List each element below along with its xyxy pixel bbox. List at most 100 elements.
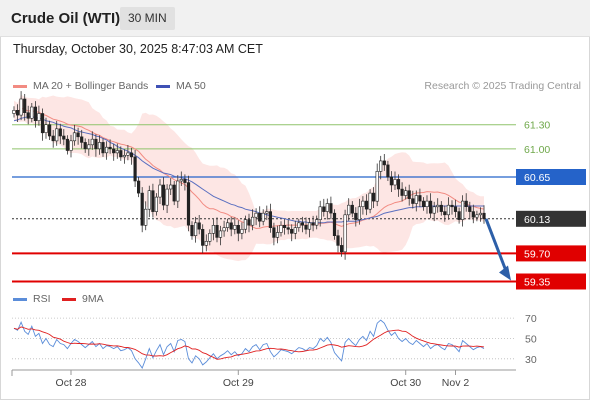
- candle: [40, 108, 45, 141]
- candle: [165, 184, 169, 213]
- candle-body: [226, 222, 230, 228]
- candle: [464, 193, 468, 212]
- candle-body: [169, 184, 173, 190]
- candle: [186, 175, 191, 232]
- candle: [69, 134, 73, 158]
- candle-body: [62, 135, 66, 140]
- candle: [311, 215, 315, 232]
- candle: [354, 207, 358, 227]
- candle: [268, 203, 273, 233]
- candle: [247, 213, 251, 233]
- candle: [243, 215, 248, 234]
- candle: [471, 204, 475, 224]
- forecast-arrow-line: [484, 218, 509, 275]
- x-tick-label: Nov 2: [442, 377, 470, 389]
- candle-body: [482, 212, 486, 220]
- candle: [411, 190, 415, 209]
- candle-body: [325, 203, 329, 212]
- candle-body: [396, 179, 401, 190]
- candle: [51, 130, 55, 148]
- candle: [265, 205, 269, 221]
- candle-body: [240, 229, 244, 234]
- candle-body: [101, 142, 105, 154]
- candle: [407, 184, 411, 206]
- candle-body: [97, 142, 102, 150]
- candle: [97, 135, 102, 155]
- candle: [176, 175, 180, 208]
- candle-body: [329, 203, 333, 214]
- candle-body: [69, 140, 73, 151]
- candle-body: [126, 152, 130, 156]
- candle-body: [94, 138, 98, 150]
- rsi-9ma-line: [13, 326, 485, 360]
- candle: [211, 219, 216, 241]
- legend-ma20-label: MA 20 + Bollinger Bands: [33, 80, 149, 92]
- candle-body: [190, 225, 194, 237]
- candle-body: [432, 206, 436, 214]
- candle-body: [183, 179, 187, 183]
- candle: [368, 189, 372, 214]
- research-credit: Research © 2025 Trading Central: [424, 80, 581, 92]
- candle: [154, 193, 159, 216]
- candle: [251, 209, 255, 231]
- candle-body: [165, 188, 169, 206]
- level-label: 59.35: [524, 277, 550, 289]
- candle-body: [108, 146, 112, 150]
- candle: [90, 131, 94, 150]
- candle: [371, 187, 376, 208]
- candle-body: [26, 112, 30, 119]
- candle: [83, 138, 87, 153]
- candle: [236, 220, 240, 242]
- candle-body: [404, 190, 408, 196]
- candle-body: [19, 98, 23, 116]
- timeframe-badge[interactable]: 30 MIN: [120, 7, 175, 30]
- candle-body: [233, 225, 237, 230]
- candle-body: [361, 200, 365, 208]
- candle-body: [115, 150, 119, 154]
- candle-body: [428, 200, 433, 214]
- candle-body: [421, 200, 426, 208]
- candle-body: [40, 113, 45, 134]
- candle-body: [161, 184, 166, 206]
- candle: [233, 217, 237, 235]
- level-support-59.70: 59.70: [12, 245, 586, 262]
- candle: [194, 216, 198, 243]
- candle-body: [236, 225, 240, 234]
- candle-body: [129, 152, 134, 158]
- candle: [432, 201, 436, 222]
- candle-body: [386, 164, 390, 178]
- level-label: 60.13: [524, 214, 550, 226]
- candle-body: [322, 206, 326, 212]
- candle: [172, 181, 176, 206]
- candle: [76, 127, 80, 145]
- candle: [12, 106, 16, 118]
- candle: [23, 94, 27, 121]
- candle-body: [315, 219, 319, 226]
- candle: [240, 222, 244, 240]
- legend-9ma: 9MA: [62, 293, 104, 305]
- candle: [208, 229, 212, 246]
- candle: [179, 171, 183, 186]
- ma20-swatch: [13, 84, 27, 88]
- candle-body: [389, 176, 394, 186]
- candle-body: [450, 204, 454, 208]
- candle: [436, 198, 440, 213]
- candle-body: [47, 124, 52, 137]
- candle: [347, 198, 351, 221]
- candle: [140, 187, 144, 233]
- candle-body: [364, 200, 369, 210]
- candle: [322, 198, 326, 217]
- candle-body: [304, 225, 308, 230]
- candle: [457, 207, 461, 224]
- candle: [108, 139, 112, 154]
- candle: [297, 218, 301, 232]
- candle-body: [468, 206, 472, 212]
- candle-body: [133, 156, 137, 182]
- candle-body: [471, 211, 475, 218]
- candle: [80, 129, 84, 149]
- candle: [325, 198, 329, 220]
- candle-body: [439, 204, 443, 212]
- candle: [47, 120, 52, 140]
- candle: [62, 129, 66, 146]
- candle-body: [186, 182, 191, 226]
